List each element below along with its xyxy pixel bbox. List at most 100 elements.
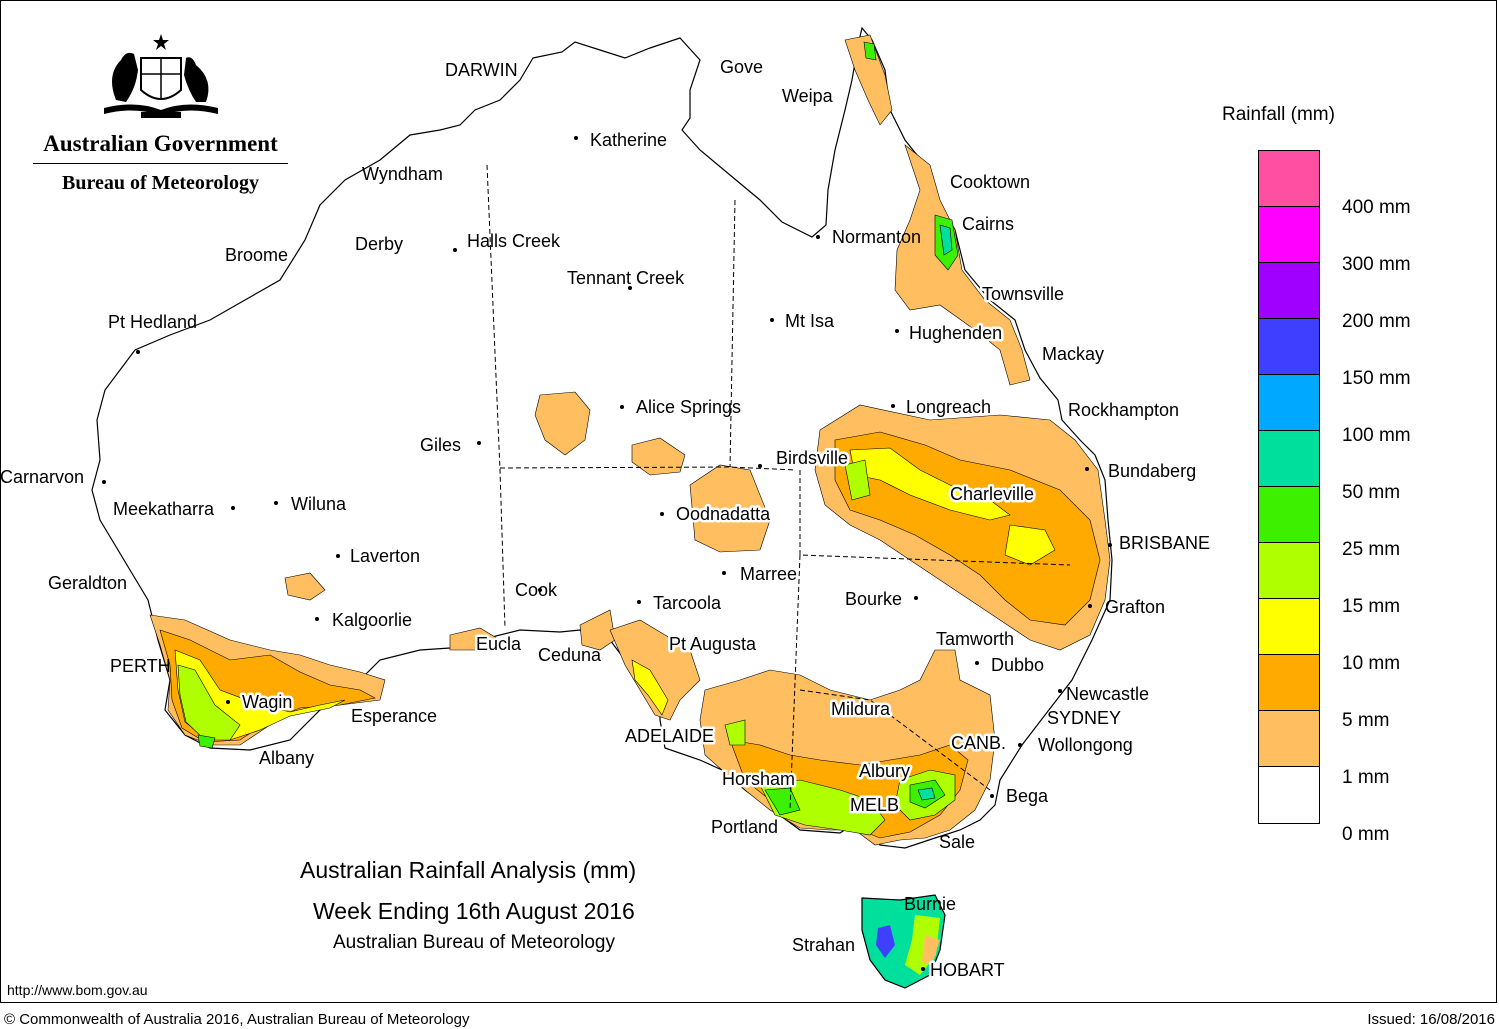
- place-dot: [477, 441, 481, 445]
- place-dot: [336, 554, 340, 558]
- place-dot: [816, 235, 820, 239]
- label-gove: Gove: [720, 57, 763, 77]
- legend-swatch: [1259, 599, 1319, 655]
- bom-url: http://www.bom.gov.au: [7, 982, 148, 998]
- label-tarcoola: Tarcoola: [653, 593, 722, 613]
- copyright: © Commonwealth of Australia 2016, Austra…: [4, 1011, 470, 1028]
- place-dot: [921, 967, 925, 971]
- place-dot: [574, 136, 578, 140]
- place-dot: [453, 248, 457, 252]
- label-longreach: Longreach: [906, 397, 991, 417]
- label-strahan: Strahan: [792, 935, 855, 955]
- place-dot: [758, 464, 762, 468]
- label-dubbo: Dubbo: [991, 655, 1044, 675]
- legend-tick-label: 10 mm: [1342, 653, 1401, 674]
- label-halls-creek: Halls Creek: [467, 231, 561, 251]
- place-dot: [1018, 743, 1022, 747]
- agency-name: Australian Government: [43, 131, 278, 156]
- label-oodnadatta: Oodnadatta: [676, 504, 771, 524]
- tasmania-blue: [876, 925, 895, 958]
- place-dot: [770, 318, 774, 322]
- place-dot: [1088, 604, 1092, 608]
- label-wagin: Wagin: [242, 692, 292, 712]
- label-mt-isa: Mt Isa: [785, 311, 835, 331]
- label-cairns: Cairns: [962, 214, 1014, 234]
- place-dot: [1108, 543, 1112, 547]
- place-dot: [226, 700, 230, 704]
- place-dot: [628, 286, 632, 290]
- legend-tick-label: 200 mm: [1342, 311, 1411, 332]
- place-dot: [722, 571, 726, 575]
- label-perth: PERTH: [110, 656, 171, 676]
- label-eucla: Eucla: [476, 634, 522, 654]
- label-pt-hedland: Pt Hedland: [108, 312, 197, 332]
- legend-tick-label: 150 mm: [1342, 368, 1411, 389]
- legend-tick-label: 25 mm: [1342, 539, 1401, 560]
- place-dot: [990, 794, 994, 798]
- australia-mainland: [91, 26, 1113, 849]
- label-wyndham: Wyndham: [362, 164, 443, 184]
- label-sydney: SYDNEY: [1047, 708, 1121, 728]
- label-broome: Broome: [225, 245, 288, 265]
- label-katherine: Katherine: [590, 130, 667, 150]
- legend-swatch: [1259, 543, 1319, 599]
- place-dot: [1085, 467, 1089, 471]
- rainfall-map: DARWIN Gove Weipa Katherine Wyndham Cook…: [0, 26, 1210, 989]
- label-wollongong: Wollongong: [1038, 735, 1133, 755]
- label-cooktown: Cooktown: [950, 172, 1030, 192]
- place-dot: [1058, 689, 1062, 693]
- label-marree: Marree: [740, 564, 797, 584]
- label-meekatharra: Meekatharra: [113, 499, 215, 519]
- label-townsville: Townsville: [982, 284, 1064, 304]
- label-charleville: Charleville: [950, 484, 1034, 504]
- label-alice-springs: Alice Springs: [636, 397, 741, 417]
- map-source: Australian Bureau of Meteorology: [333, 932, 615, 953]
- issued-date: Issued: 16/08/2016: [1367, 1011, 1495, 1028]
- legend-swatch: [1259, 487, 1319, 543]
- logo-divider: [33, 163, 288, 164]
- label-canb: CANB.: [951, 733, 1006, 753]
- map-subtitle: Week Ending 16th August 2016: [313, 898, 635, 924]
- bureau-name: Bureau of Meteorology: [61, 172, 259, 194]
- label-wiluna: Wiluna: [291, 494, 347, 514]
- label-esperance: Esperance: [351, 706, 437, 726]
- legend-swatch: [1259, 263, 1319, 319]
- legend-swatch: [1259, 711, 1319, 767]
- label-normanton: Normanton: [832, 227, 921, 247]
- map-frame: [0, 0, 1497, 1003]
- legend-tick-label: 100 mm: [1342, 425, 1411, 446]
- label-birdsville: Birdsville: [776, 448, 848, 468]
- legend-tick-label: 300 mm: [1342, 254, 1411, 275]
- place-dot: [660, 512, 664, 516]
- rainfall-areas: [149, 34, 1111, 846]
- label-bourke: Bourke: [845, 589, 902, 609]
- label-burnie: Burnie: [904, 894, 956, 914]
- label-bega: Bega: [1006, 786, 1049, 806]
- place-dot: [637, 600, 641, 604]
- place-dots: [102, 136, 1112, 971]
- label-albany: Albany: [259, 748, 314, 768]
- label-derby: Derby: [355, 234, 403, 254]
- label-carnarvon: Carnarvon: [0, 467, 84, 487]
- label-pt-augusta: Pt Augusta: [669, 634, 757, 654]
- legend-title: Rainfall (mm): [1222, 104, 1335, 125]
- label-kalgoorlie: Kalgoorlie: [332, 610, 412, 630]
- place-dot: [914, 596, 918, 600]
- label-hobart: HOBART: [930, 960, 1005, 980]
- label-horsham: Horsham: [722, 769, 795, 789]
- legend-swatch: [1259, 319, 1319, 375]
- place-dot: [891, 404, 895, 408]
- label-giles: Giles: [420, 435, 461, 455]
- map-title: Australian Rainfall Analysis (mm): [300, 857, 637, 883]
- place-dot: [231, 506, 235, 510]
- place-dot: [538, 588, 542, 592]
- legend-swatch: [1259, 431, 1319, 487]
- label-rockhampton: Rockhampton: [1068, 400, 1179, 420]
- label-tennant-creek: Tennant Creek: [567, 268, 685, 288]
- legend-swatch: [1259, 375, 1319, 431]
- state-borders: [486, 164, 1071, 811]
- label-newcastle: Newcastle: [1066, 684, 1149, 704]
- legend-tick-label: 1 mm: [1342, 767, 1390, 788]
- label-melb: MELB: [850, 795, 899, 815]
- place-dot: [274, 501, 278, 505]
